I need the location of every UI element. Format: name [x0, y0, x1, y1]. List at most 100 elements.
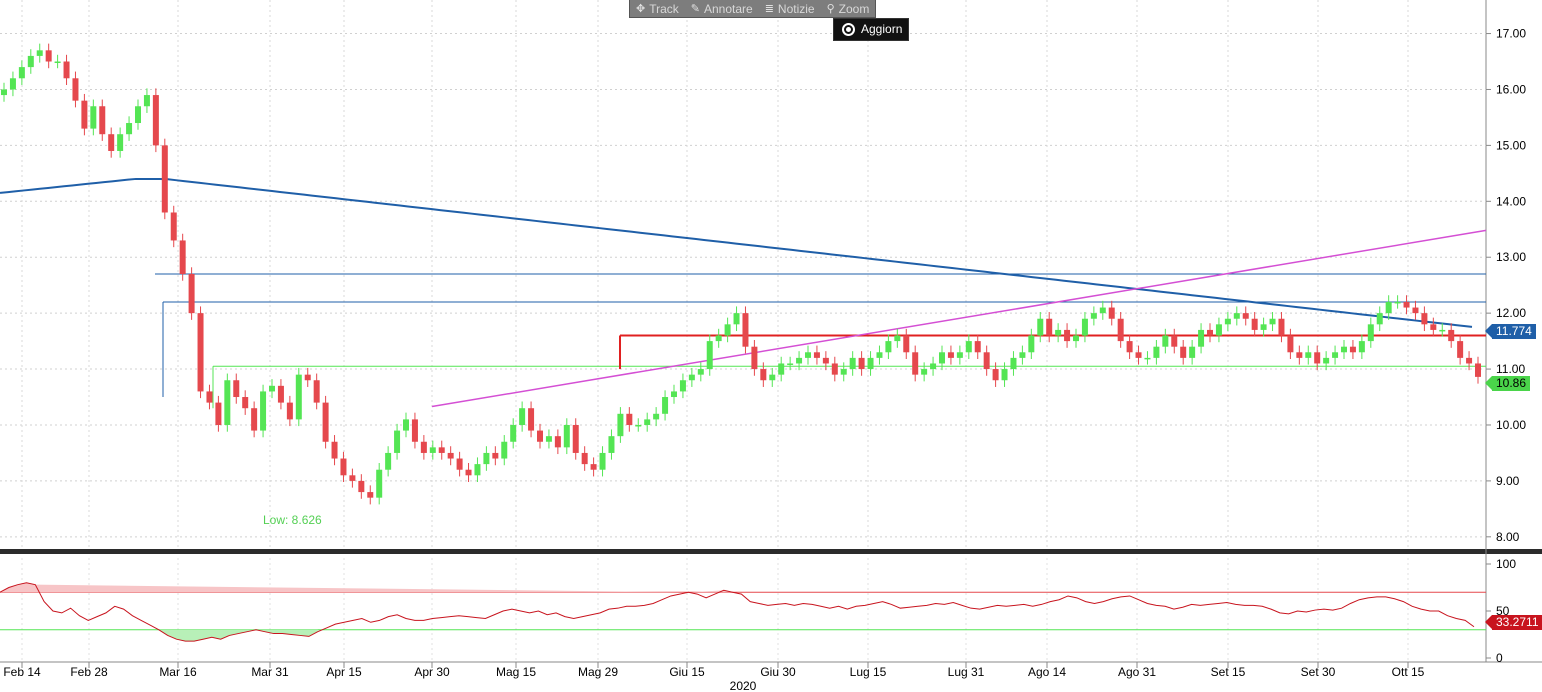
news-icon: ≣ — [764, 2, 774, 15]
candle-body — [742, 313, 749, 347]
time-tick-label: Mag 29 — [578, 665, 618, 679]
candle-body — [1233, 313, 1240, 319]
candle-body — [188, 274, 195, 314]
candle-body — [18, 67, 25, 79]
candle-body — [376, 469, 383, 498]
candle-body — [787, 363, 794, 365]
update-button[interactable]: Aggiorn — [833, 18, 910, 41]
candle-body — [867, 357, 874, 370]
candle-body — [1073, 335, 1079, 342]
candle-body — [1215, 324, 1222, 336]
candle-body — [537, 430, 543, 442]
candle-body — [1081, 318, 1088, 336]
candle-body — [429, 447, 436, 453]
magnifier-icon: ⚲ — [826, 2, 835, 15]
candle-body — [197, 313, 204, 392]
price-tick-label: 17.00 — [1496, 27, 1526, 41]
candle-body — [108, 134, 115, 151]
candle-body — [36, 50, 43, 56]
time-tick-label: Feb 14 — [3, 665, 41, 679]
price-tick-label: 12.00 — [1496, 306, 1526, 320]
candle-body — [519, 408, 526, 425]
rsi-oversold-fill — [158, 629, 318, 642]
candle-body — [1323, 357, 1330, 364]
annotate-button[interactable]: ✎ Annotare — [685, 0, 759, 17]
candle-body — [831, 363, 838, 375]
time-tick-label: Giu 15 — [669, 665, 705, 679]
candle-body — [1117, 318, 1124, 342]
rsi-last-tag: 33.2711 — [1485, 615, 1542, 630]
candle-body — [635, 424, 642, 427]
candle-body — [1010, 357, 1017, 370]
candle-body — [1153, 346, 1160, 358]
candle-body — [545, 436, 552, 442]
candle-body — [1108, 307, 1115, 319]
candle-body — [394, 430, 401, 453]
candle-body — [483, 452, 490, 465]
candle-body — [581, 452, 588, 465]
candle-body — [1144, 357, 1151, 360]
candle-body — [1341, 346, 1347, 353]
candle-body — [1251, 318, 1258, 330]
candle-body — [1457, 341, 1464, 358]
candle-body — [206, 391, 213, 403]
track-button[interactable]: ✥ Track — [630, 0, 685, 17]
candle-body — [420, 441, 427, 453]
news-button[interactable]: ≣ Notizie — [759, 0, 821, 17]
candle-body — [688, 374, 695, 381]
trend-line — [431, 229, 1487, 408]
candle-body — [233, 380, 240, 398]
candle-body — [1448, 329, 1455, 342]
last-price-tag: 10.86 — [1484, 376, 1531, 391]
candle-body — [876, 352, 883, 358]
candle-body — [295, 374, 302, 420]
candle-body — [286, 402, 293, 420]
candle-body — [653, 413, 660, 420]
candle-body — [751, 346, 758, 370]
candle-body — [697, 369, 704, 375]
candle-body — [1269, 318, 1276, 325]
time-tick-label: Giu 30 — [760, 665, 796, 679]
update-label: Aggiorn — [861, 22, 903, 36]
candle-body — [939, 352, 945, 364]
candle-body — [1064, 329, 1071, 342]
time-tick-label: Mar 31 — [251, 665, 289, 679]
candle-body — [590, 464, 597, 470]
candle-body — [72, 78, 79, 101]
price-tick-label: 11.00 — [1496, 362, 1525, 376]
candle-body — [554, 436, 561, 448]
rsi-tick-label: 0 — [1496, 651, 1503, 665]
candle-body — [224, 380, 231, 425]
low-annotation: Low: 8.626 — [263, 513, 322, 527]
candle-body — [1439, 329, 1446, 332]
candle-body — [179, 240, 186, 274]
candle-body — [438, 447, 445, 453]
time-tick-label: Ott 15 — [1392, 665, 1425, 679]
candle-body — [447, 452, 454, 459]
candle-body — [1162, 335, 1169, 347]
candle-body — [63, 61, 70, 79]
zoom-button[interactable]: ⚲ Zoom — [821, 0, 876, 17]
candle-body — [679, 380, 686, 392]
zoom-label: Zoom — [838, 1, 870, 16]
candle-body — [974, 341, 981, 353]
price-tick-label: 13.00 — [1496, 250, 1526, 264]
candle-body — [126, 123, 133, 135]
candle-body — [733, 313, 740, 325]
candle-body — [563, 424, 570, 448]
price-tick-label: 10.00 — [1496, 418, 1526, 432]
candle-body — [81, 100, 88, 129]
candle-body — [572, 424, 579, 453]
price-tick-label: 14.00 — [1496, 194, 1526, 208]
candle-body — [1260, 324, 1267, 330]
candle-body — [9, 78, 16, 90]
candle-body — [706, 341, 713, 370]
price-tick-label: 16.00 — [1496, 82, 1526, 96]
time-tick-label: Ago 14 — [1028, 665, 1066, 679]
moving-average-line — [0, 177, 1473, 328]
candle-body — [358, 480, 365, 493]
candle-body — [1046, 318, 1053, 336]
candle-body — [143, 95, 150, 107]
candle-body — [117, 134, 124, 151]
